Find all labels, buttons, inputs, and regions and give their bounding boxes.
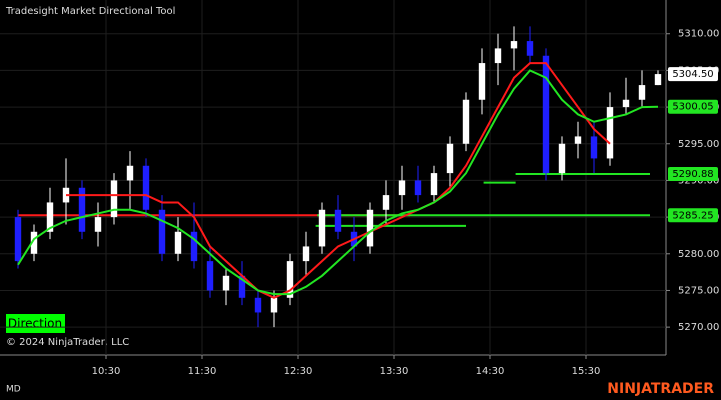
candle-body — [446, 143, 454, 174]
y-tick-label: 5280.00 — [678, 249, 719, 260]
x-tick-label: 15:30 — [572, 366, 601, 377]
candle-body — [542, 55, 550, 174]
candle-body — [494, 48, 502, 64]
candle-body — [606, 107, 614, 159]
candle-body — [398, 180, 406, 196]
direction-button[interactable] — [6, 314, 65, 333]
candle-body — [510, 41, 518, 49]
candle-body — [190, 231, 198, 262]
candle-body — [238, 275, 246, 298]
price-marker — [668, 166, 718, 181]
plot — [14, 26, 662, 328]
candle-body — [430, 173, 438, 196]
x-tick-label: 11:30 — [188, 366, 217, 377]
x-tick-label: 13:30 — [380, 366, 409, 377]
candle-body — [654, 74, 662, 86]
candle-body — [526, 41, 534, 56]
candle-body — [590, 136, 598, 159]
candle-body — [462, 99, 470, 144]
axis: 5270.005275.005280.005285.005290.005295.… — [92, 29, 720, 377]
price-marker — [668, 99, 718, 114]
x-tick-label: 14:30 — [476, 366, 505, 377]
candle-body — [334, 209, 342, 232]
price-marker-label: 5285.25 — [672, 210, 713, 221]
candle-body — [206, 261, 214, 291]
candle-body — [46, 202, 54, 232]
price-marker — [668, 208, 718, 223]
candle-body — [78, 187, 86, 232]
candle-body — [366, 209, 374, 247]
price-marker — [668, 67, 718, 82]
candle-body — [14, 217, 22, 262]
copyright: © 2024 NinjaTrader, LLC — [6, 337, 129, 348]
y-tick-label: 5310.00 — [678, 29, 719, 40]
price-marker-label: 5290.88 — [672, 169, 713, 180]
footer-label: MD — [6, 385, 21, 395]
x-tick-label: 10:30 — [92, 366, 121, 377]
y-tick-label: 5295.00 — [678, 139, 719, 150]
indicator-line — [17, 69, 659, 296]
candle-body — [478, 63, 486, 100]
candle-body — [574, 136, 582, 144]
candle-body — [174, 231, 182, 254]
candle-body — [142, 165, 150, 210]
indicator-line — [66, 62, 611, 299]
y-tick-label: 5270.00 — [678, 322, 719, 333]
chart-title: Tradesight Market Directional Tool — [5, 6, 175, 17]
direction-label[interactable]: Direction — [8, 317, 62, 331]
candle-body — [110, 180, 118, 218]
candle-body — [318, 209, 326, 247]
candle-body — [638, 85, 646, 100]
candle-body — [94, 217, 102, 232]
candle-body — [254, 297, 262, 313]
candle-body — [222, 275, 230, 291]
candle-body — [302, 246, 310, 262]
candle-body — [622, 99, 630, 108]
candle-body — [382, 195, 390, 210]
candle-body — [158, 209, 166, 254]
candle-body — [414, 180, 422, 196]
candle-body — [270, 297, 278, 313]
candle-body — [558, 143, 566, 174]
candle-body — [126, 165, 134, 181]
y-tick-label: 5275.00 — [678, 285, 719, 296]
price-marker-label: 5300.05 — [672, 102, 713, 113]
brand-logo: NINJATRADER — [607, 381, 714, 397]
candle-body — [286, 261, 294, 298]
candle-body — [30, 231, 38, 254]
x-tick-label: 12:30 — [284, 366, 313, 377]
price-marker-label: 5304.50 — [672, 69, 713, 80]
